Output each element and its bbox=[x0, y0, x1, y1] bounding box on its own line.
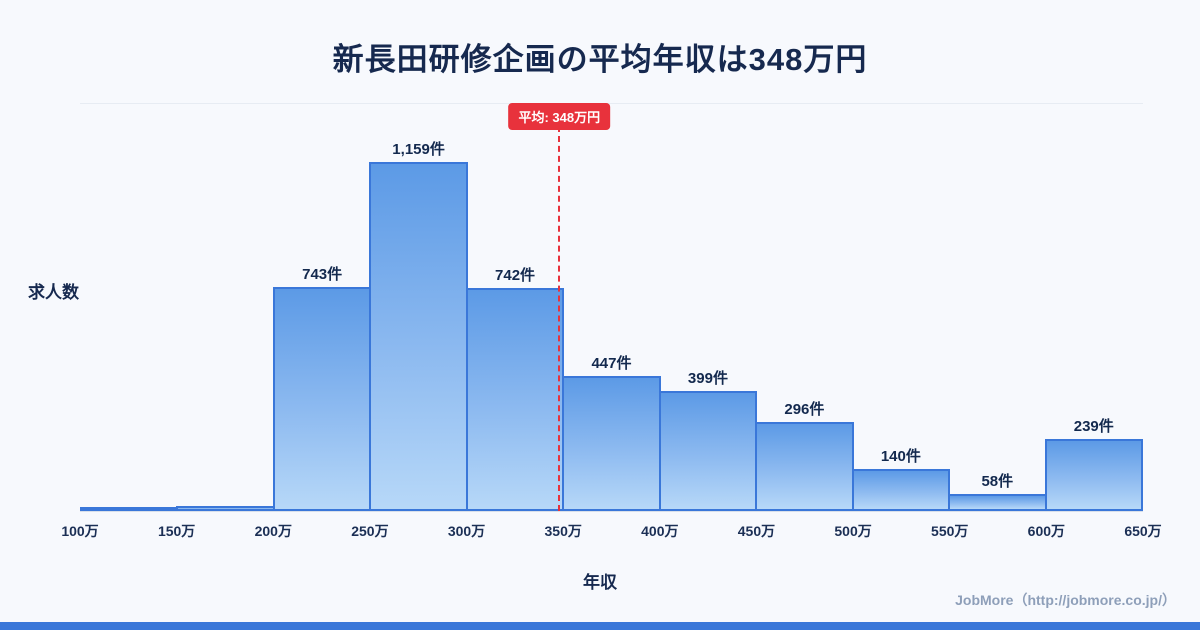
footer-credit: JobMore（http://jobmore.co.jp/） bbox=[955, 592, 1176, 608]
bar-250万-300万: 1,159件 bbox=[369, 141, 468, 511]
bottom-accent-strip bbox=[0, 622, 1200, 630]
bar-200万-250万: 743件 bbox=[272, 266, 372, 511]
x-tick-label: 450万 bbox=[737, 523, 776, 539]
bar-450万-500万: 296件 bbox=[755, 401, 854, 511]
x-axis-label: 年収 bbox=[583, 573, 617, 592]
bar-value-label: 1,159件 bbox=[392, 141, 445, 158]
x-tick-label: 300万 bbox=[447, 523, 486, 539]
x-tick-label: 200万 bbox=[254, 523, 292, 539]
average-badge: 平均: 348万円 bbox=[508, 103, 611, 130]
histogram-chart: 743件 1,159件 742件 447件 399件 296件 140件 58件 239件 平均… bbox=[61, 103, 1162, 539]
x-tick-label: 150万 bbox=[157, 523, 196, 539]
bar-value-label: 140件 bbox=[880, 448, 921, 465]
x-tick-label: 550万 bbox=[931, 523, 969, 539]
x-tick-label: 400万 bbox=[641, 523, 679, 539]
x-tick-label: 100万 bbox=[61, 523, 99, 539]
bar-value-label: 58件 bbox=[981, 473, 1014, 490]
bar-400万-450万: 399件 bbox=[658, 370, 758, 511]
bar-550万-600万: 58件 bbox=[948, 473, 1047, 511]
bar-value-label: 743件 bbox=[302, 266, 343, 283]
bar-100万-150万 bbox=[80, 507, 179, 511]
x-tick-label: 350万 bbox=[544, 523, 582, 539]
bar-value-label: 447件 bbox=[591, 355, 632, 372]
x-tick-label: 650万 bbox=[1124, 523, 1162, 539]
bars-layer: 743件 1,159件 742件 447件 399件 296件 140件 58件 239件 bbox=[80, 104, 1143, 511]
bar-value-label: 239件 bbox=[1073, 418, 1114, 435]
bar-value-label: 742件 bbox=[495, 267, 536, 284]
bar-500万-550万: 140件 bbox=[851, 448, 951, 511]
bar-value-label: 296件 bbox=[784, 401, 825, 418]
page-title: 新長田研修企画の平均年収は348万円 bbox=[332, 42, 868, 77]
x-tick-label: 600万 bbox=[1027, 523, 1066, 539]
bar-300万-350万: 742件 bbox=[465, 267, 565, 511]
bar-350万-400万: 447件 bbox=[562, 355, 661, 511]
x-tick-label: 500万 bbox=[834, 523, 872, 539]
x-ticks: 100万 150万 200万 250万 300万 350万 400万 450万 500万 550万… bbox=[61, 511, 1161, 541]
x-tick-label: 250万 bbox=[351, 523, 389, 539]
y-axis-label: 求人数 bbox=[28, 283, 79, 302]
average-line bbox=[558, 116, 561, 511]
bar-150万-200万 bbox=[176, 506, 275, 511]
bar-value-label: 399件 bbox=[687, 370, 728, 387]
bar-600万-650万: 239件 bbox=[1044, 418, 1143, 511]
